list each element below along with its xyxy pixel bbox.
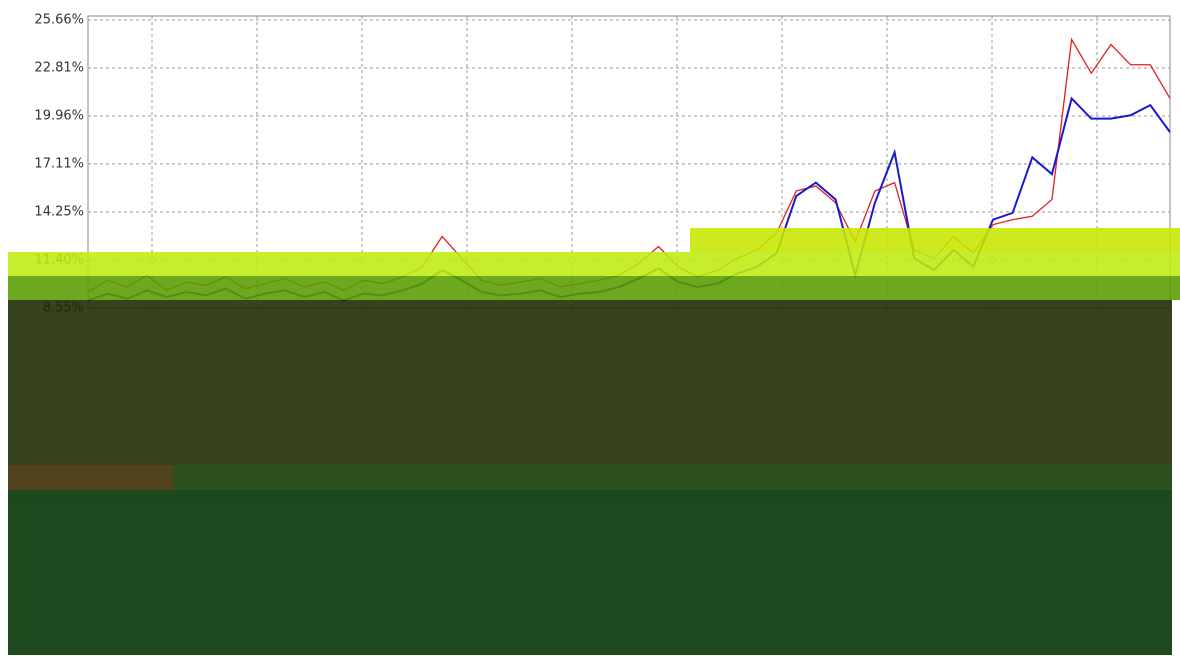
vertical-grid <box>151 16 1098 308</box>
glitch-band <box>8 276 1180 300</box>
y-tick-label: 22.81% <box>34 60 84 75</box>
y-tick-label: 19.96% <box>34 108 84 123</box>
glitch-band <box>690 228 1180 252</box>
glitch-band <box>8 300 1172 465</box>
glitch-band <box>8 465 1172 490</box>
y-tick-label: 17.11% <box>34 156 84 171</box>
glitch-band <box>8 252 1180 276</box>
image-corruption <box>8 228 1180 655</box>
y-tick-label: 14.25% <box>34 205 84 220</box>
glitch-band <box>8 465 173 490</box>
glitch-band <box>8 490 1172 655</box>
y-tick-label: 25.66% <box>34 13 84 28</box>
